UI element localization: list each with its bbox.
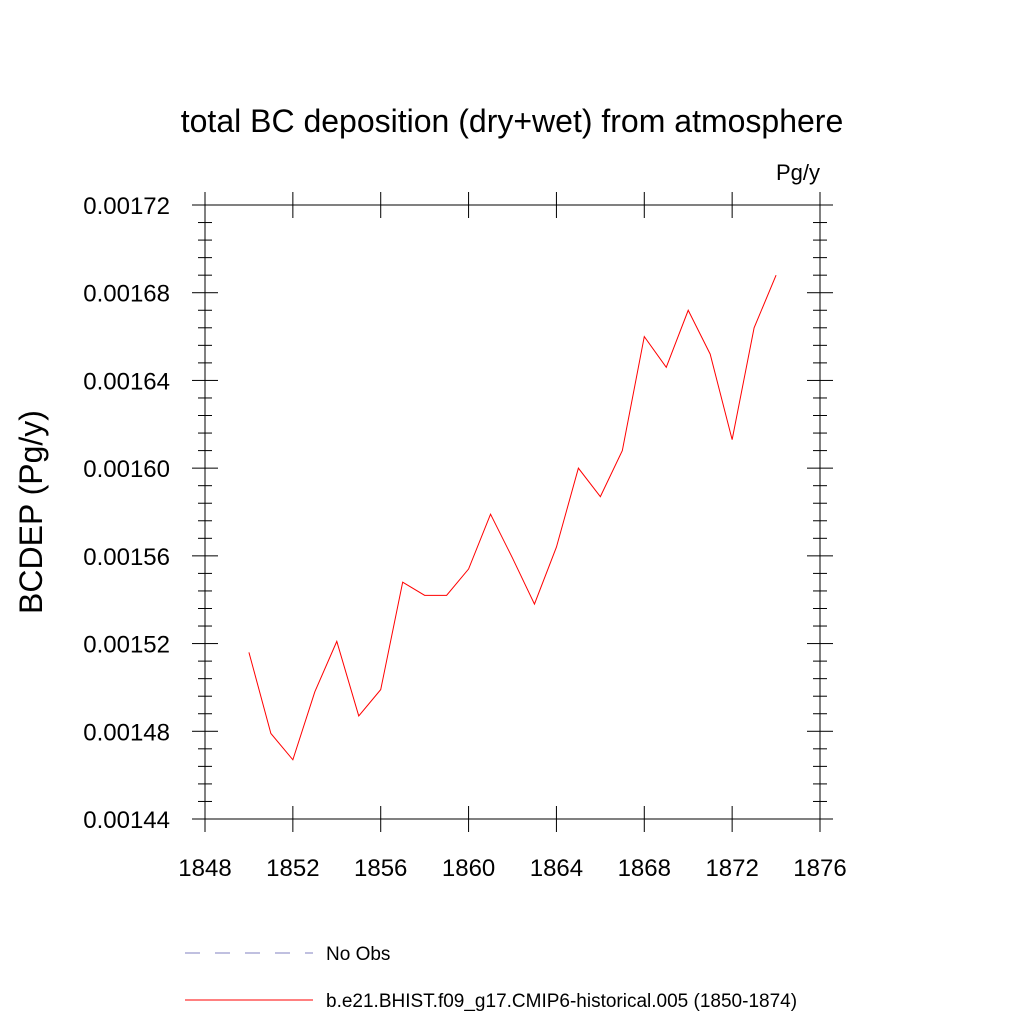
x-tick-label: 1864 xyxy=(530,855,583,882)
y-tick-label: 0.00160 xyxy=(83,456,170,483)
x-tick-label: 1856 xyxy=(354,855,407,882)
chart-title: total BC deposition (dry+wet) from atmos… xyxy=(181,103,844,139)
x-tick-label: 1872 xyxy=(705,855,758,882)
y-tick-label: 0.00164 xyxy=(83,368,170,395)
y-tick-label: 0.00172 xyxy=(83,193,170,220)
legend-label: No Obs xyxy=(326,944,390,965)
x-tick-label: 1860 xyxy=(442,855,495,882)
y-tick-label: 0.00152 xyxy=(83,632,170,659)
axis-ticks: 1848 1852 1856 1860 1864 1868 1872 1876 0.00144 0… xyxy=(83,192,847,882)
x-tick-label: 1852 xyxy=(266,855,319,882)
y-tick-label: 0.00144 xyxy=(83,807,170,834)
data-series xyxy=(248,274,777,761)
x-tick-label: 1876 xyxy=(793,855,846,882)
x-tick-label: 1868 xyxy=(618,855,671,882)
plot-frame xyxy=(204,204,821,820)
y-tick-label: 0.00168 xyxy=(83,281,170,308)
legend: No Obs b.e21.BHIST.f09_g17.CMIP6-historic… xyxy=(185,944,797,1012)
x-tick-label: 1848 xyxy=(178,855,231,882)
y-axis-label: BCDEP (Pg/y) xyxy=(13,410,49,614)
series-line xyxy=(248,274,777,761)
y-tick-label: 0.00156 xyxy=(83,544,170,571)
y-tick-label: 0.00148 xyxy=(83,719,170,746)
units-label: Pg/y xyxy=(776,160,820,185)
legend-label: b.e21.BHIST.f09_g17.CMIP6-historical.005… xyxy=(326,991,797,1012)
